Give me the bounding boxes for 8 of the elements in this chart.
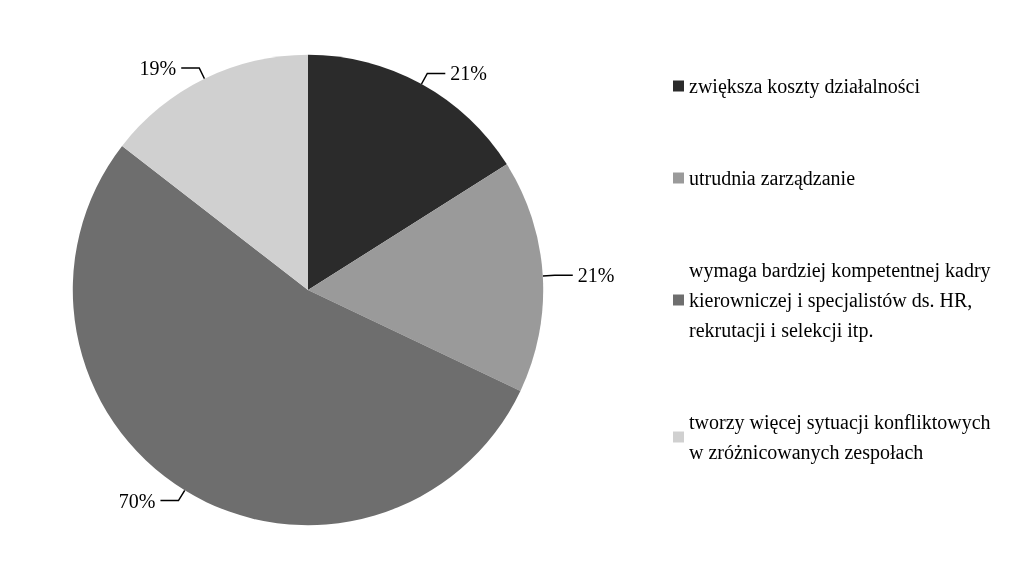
legend-label: tworzy więcej sytuacji konfliktowych w zróżnicowanych zespołach [689, 411, 996, 464]
legend-label: wymaga bardziej kompetentnej kadry kierowniczej i specjalistów ds. HR, rekrutacji i selekcji itp. [689, 259, 996, 342]
data-label: 21% [577, 264, 615, 287]
data-label: 70% [118, 489, 156, 512]
data-label: 21% [450, 62, 487, 85]
legend-label: utrudnia zarządzanie [689, 167, 856, 190]
legend-label: zwiększa koszty działalności [689, 75, 921, 98]
data-label: 19% [139, 57, 177, 80]
